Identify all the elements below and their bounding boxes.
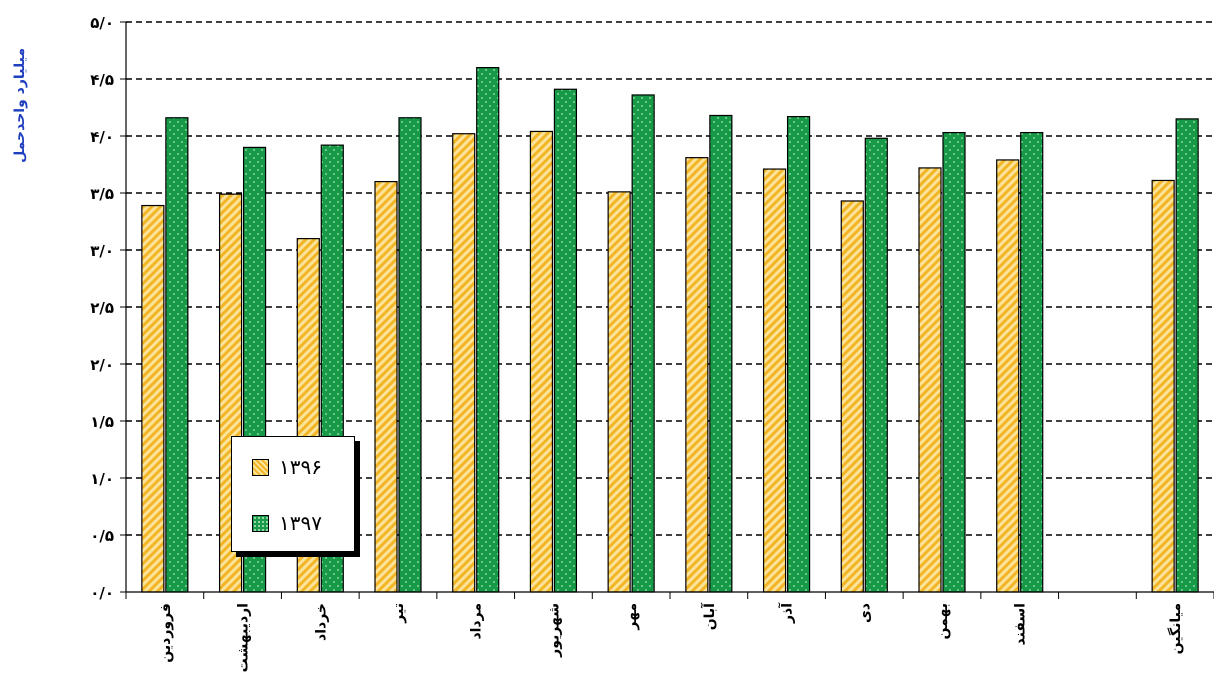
y-tick-label: ۲/۵ bbox=[90, 299, 114, 317]
x-tick-label: بهمن bbox=[935, 603, 951, 639]
y-tick-label: ۵/۰ bbox=[90, 14, 114, 32]
legend-label-1397: ۱۳۹۷ bbox=[279, 511, 322, 535]
x-tick-label: مهر bbox=[624, 603, 640, 631]
y-tick-labels: ۰/۰ ۰/۵ ۱/۰ ۱/۵ ۲/۰ ۲/۵ ۳/۰ ۳/۵ ۴/۰ ۴/۵ ۵/۰ bbox=[90, 14, 114, 602]
legend-swatch-1396 bbox=[252, 458, 269, 476]
x-tick-label: شهریور bbox=[546, 603, 562, 658]
bar-۱۳۹۶-0 bbox=[141, 204, 165, 593]
y-axis-label: میلیارد واحدحمل bbox=[12, 47, 28, 163]
x-tick-labels: فروردین اردیبهشت خرداد تیر مرداد شهریور مهر آبا… bbox=[158, 602, 1184, 673]
bar-۱۳۹۶-8 bbox=[762, 168, 787, 593]
bar-۱۳۹۶-5 bbox=[529, 130, 554, 593]
x-tick-label: آذر bbox=[778, 602, 796, 624]
bar-۱۳۹۶-10 bbox=[918, 167, 942, 593]
x-tick-label: آبان bbox=[700, 602, 718, 630]
y-tick-label: ۲/۰ bbox=[90, 356, 114, 374]
x-tick-label: خرداد bbox=[313, 603, 329, 641]
bar-۱۳۹۷-5 bbox=[553, 88, 578, 593]
y-tick-label: ۰/۵ bbox=[90, 527, 114, 545]
legend: ۱۳۹۶ ۱۳۹۷ bbox=[231, 436, 355, 552]
bar-۱۳۹۷-10 bbox=[942, 131, 966, 593]
x-tick-label: دی bbox=[857, 603, 873, 623]
x-tick-label: میانگین bbox=[1167, 603, 1184, 654]
bar-۱۳۹۶-6 bbox=[607, 191, 631, 593]
x-tick-label: تیر bbox=[391, 603, 407, 624]
y-tick-label: ۱/۰ bbox=[90, 470, 114, 488]
y-tick-label: ۳/۰ bbox=[90, 242, 114, 260]
legend-label-1396: ۱۳۹۶ bbox=[279, 455, 322, 479]
legend-item-1396: ۱۳۹۶ bbox=[252, 455, 322, 479]
bar-۱۳۹۷-8 bbox=[786, 116, 811, 593]
x-tick-label: اردیبهشت bbox=[236, 603, 252, 672]
bar-۱۳۹۶-11 bbox=[996, 159, 1020, 593]
y-tick-label: ۴/۰ bbox=[90, 128, 114, 146]
y-axis-label-container: میلیارد واحدحمل bbox=[0, 20, 40, 190]
y-tick-label: ۱/۵ bbox=[90, 413, 114, 431]
bar-۱۳۹۶-4 bbox=[452, 133, 476, 593]
bar-۱۳۹۶-9 bbox=[840, 200, 864, 593]
x-tick-label: فروردین bbox=[158, 603, 174, 663]
bar-۱۳۹۷-4 bbox=[476, 66, 500, 593]
bar-۱۳۹۷-0 bbox=[165, 117, 189, 593]
bar-۱۳۹۷-6 bbox=[631, 94, 655, 593]
bar-۱۳۹۶-13 bbox=[1151, 179, 1175, 593]
bar-۱۳۹۶-3 bbox=[374, 181, 398, 593]
axes bbox=[120, 21, 1214, 599]
y-tick-label: ۰/۰ bbox=[90, 584, 114, 602]
bar-۱۳۹۶-7 bbox=[685, 157, 709, 593]
bar-۱۳۹۷-13 bbox=[1175, 118, 1199, 593]
bar-۱۳۹۷-7 bbox=[709, 114, 733, 593]
x-tick-label: اسفند bbox=[1013, 603, 1029, 645]
legend-item-1397: ۱۳۹۷ bbox=[252, 511, 322, 535]
legend-swatch-1397 bbox=[252, 514, 269, 532]
y-tick-label: ۴/۵ bbox=[90, 71, 114, 89]
y-tick-label: ۳/۵ bbox=[90, 185, 114, 203]
bar-۱۳۹۷-9 bbox=[864, 137, 888, 593]
x-tick-label: مرداد bbox=[469, 603, 485, 640]
bar-۱۳۹۷-11 bbox=[1020, 131, 1044, 593]
bar-۱۳۹۷-3 bbox=[398, 117, 422, 593]
